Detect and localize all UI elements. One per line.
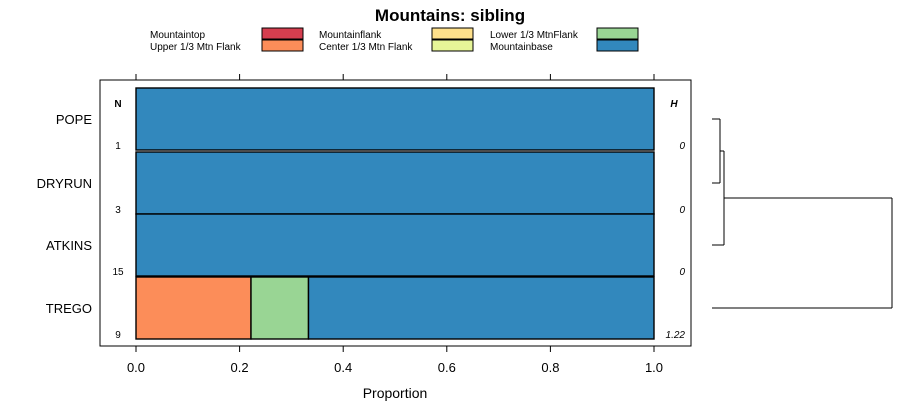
- legend-label: Mountainbase: [490, 42, 553, 53]
- bar-segment: [135, 151, 655, 215]
- bar-segment: [307, 276, 655, 340]
- n-value: 3: [115, 205, 121, 216]
- n-value: 1: [115, 141, 121, 152]
- legend-swatch: [431, 39, 474, 52]
- dendrogram: [712, 118, 893, 309]
- n-header: N: [114, 99, 121, 110]
- h-value: 0: [679, 141, 685, 152]
- legend-label: Upper 1/3 Mtn Flank: [150, 42, 242, 53]
- x-tick-label: 0.4: [334, 360, 352, 375]
- x-tick-label: 0.2: [231, 360, 249, 375]
- legend-swatch: [261, 39, 304, 52]
- category-label: DRYRUN: [37, 176, 92, 191]
- h-value: 0: [679, 267, 685, 278]
- chart-title: Mountains: sibling: [375, 6, 525, 25]
- legend-swatch: [431, 27, 474, 40]
- legend-label: Lower 1/3 MtnFlank: [490, 30, 579, 41]
- legend-label: Center 1/3 Mtn Flank: [319, 42, 413, 53]
- category-label: TREGO: [46, 301, 92, 316]
- h-value: 0: [679, 205, 685, 216]
- x-tick-label: 0.8: [541, 360, 559, 375]
- x-tick-label: 0.0: [127, 360, 145, 375]
- x-tick-label: 1.0: [645, 360, 663, 375]
- h-value: 1.22: [666, 330, 686, 341]
- plot-frame: [99, 79, 692, 347]
- legend-label: Mountainflank: [319, 30, 382, 41]
- x-tick-label: 0.6: [438, 360, 456, 375]
- n-value: 15: [112, 267, 124, 278]
- legend-swatch: [596, 39, 639, 52]
- bars: [135, 87, 655, 340]
- category-labels: POPE 1 0 DRYRUN 3 0 ATKINS 15 0 TREGO 9 1.22: [37, 112, 686, 341]
- h-header: H: [670, 99, 678, 110]
- x-axis: 0.0 0.2 0.4 0.6 0.8 1.0: [127, 74, 663, 375]
- bar-segment: [135, 276, 252, 340]
- legend-label: Mountaintop: [150, 30, 205, 41]
- legend-swatch: [596, 27, 639, 40]
- category-label: ATKINS: [46, 238, 92, 253]
- bar-segment: [250, 276, 310, 340]
- x-axis-label: Proportion: [363, 385, 428, 401]
- legend-swatch: [261, 27, 304, 40]
- n-value: 9: [115, 330, 121, 341]
- category-label: POPE: [56, 112, 92, 127]
- bar-segment: [135, 87, 655, 151]
- bar-segment: [135, 213, 655, 277]
